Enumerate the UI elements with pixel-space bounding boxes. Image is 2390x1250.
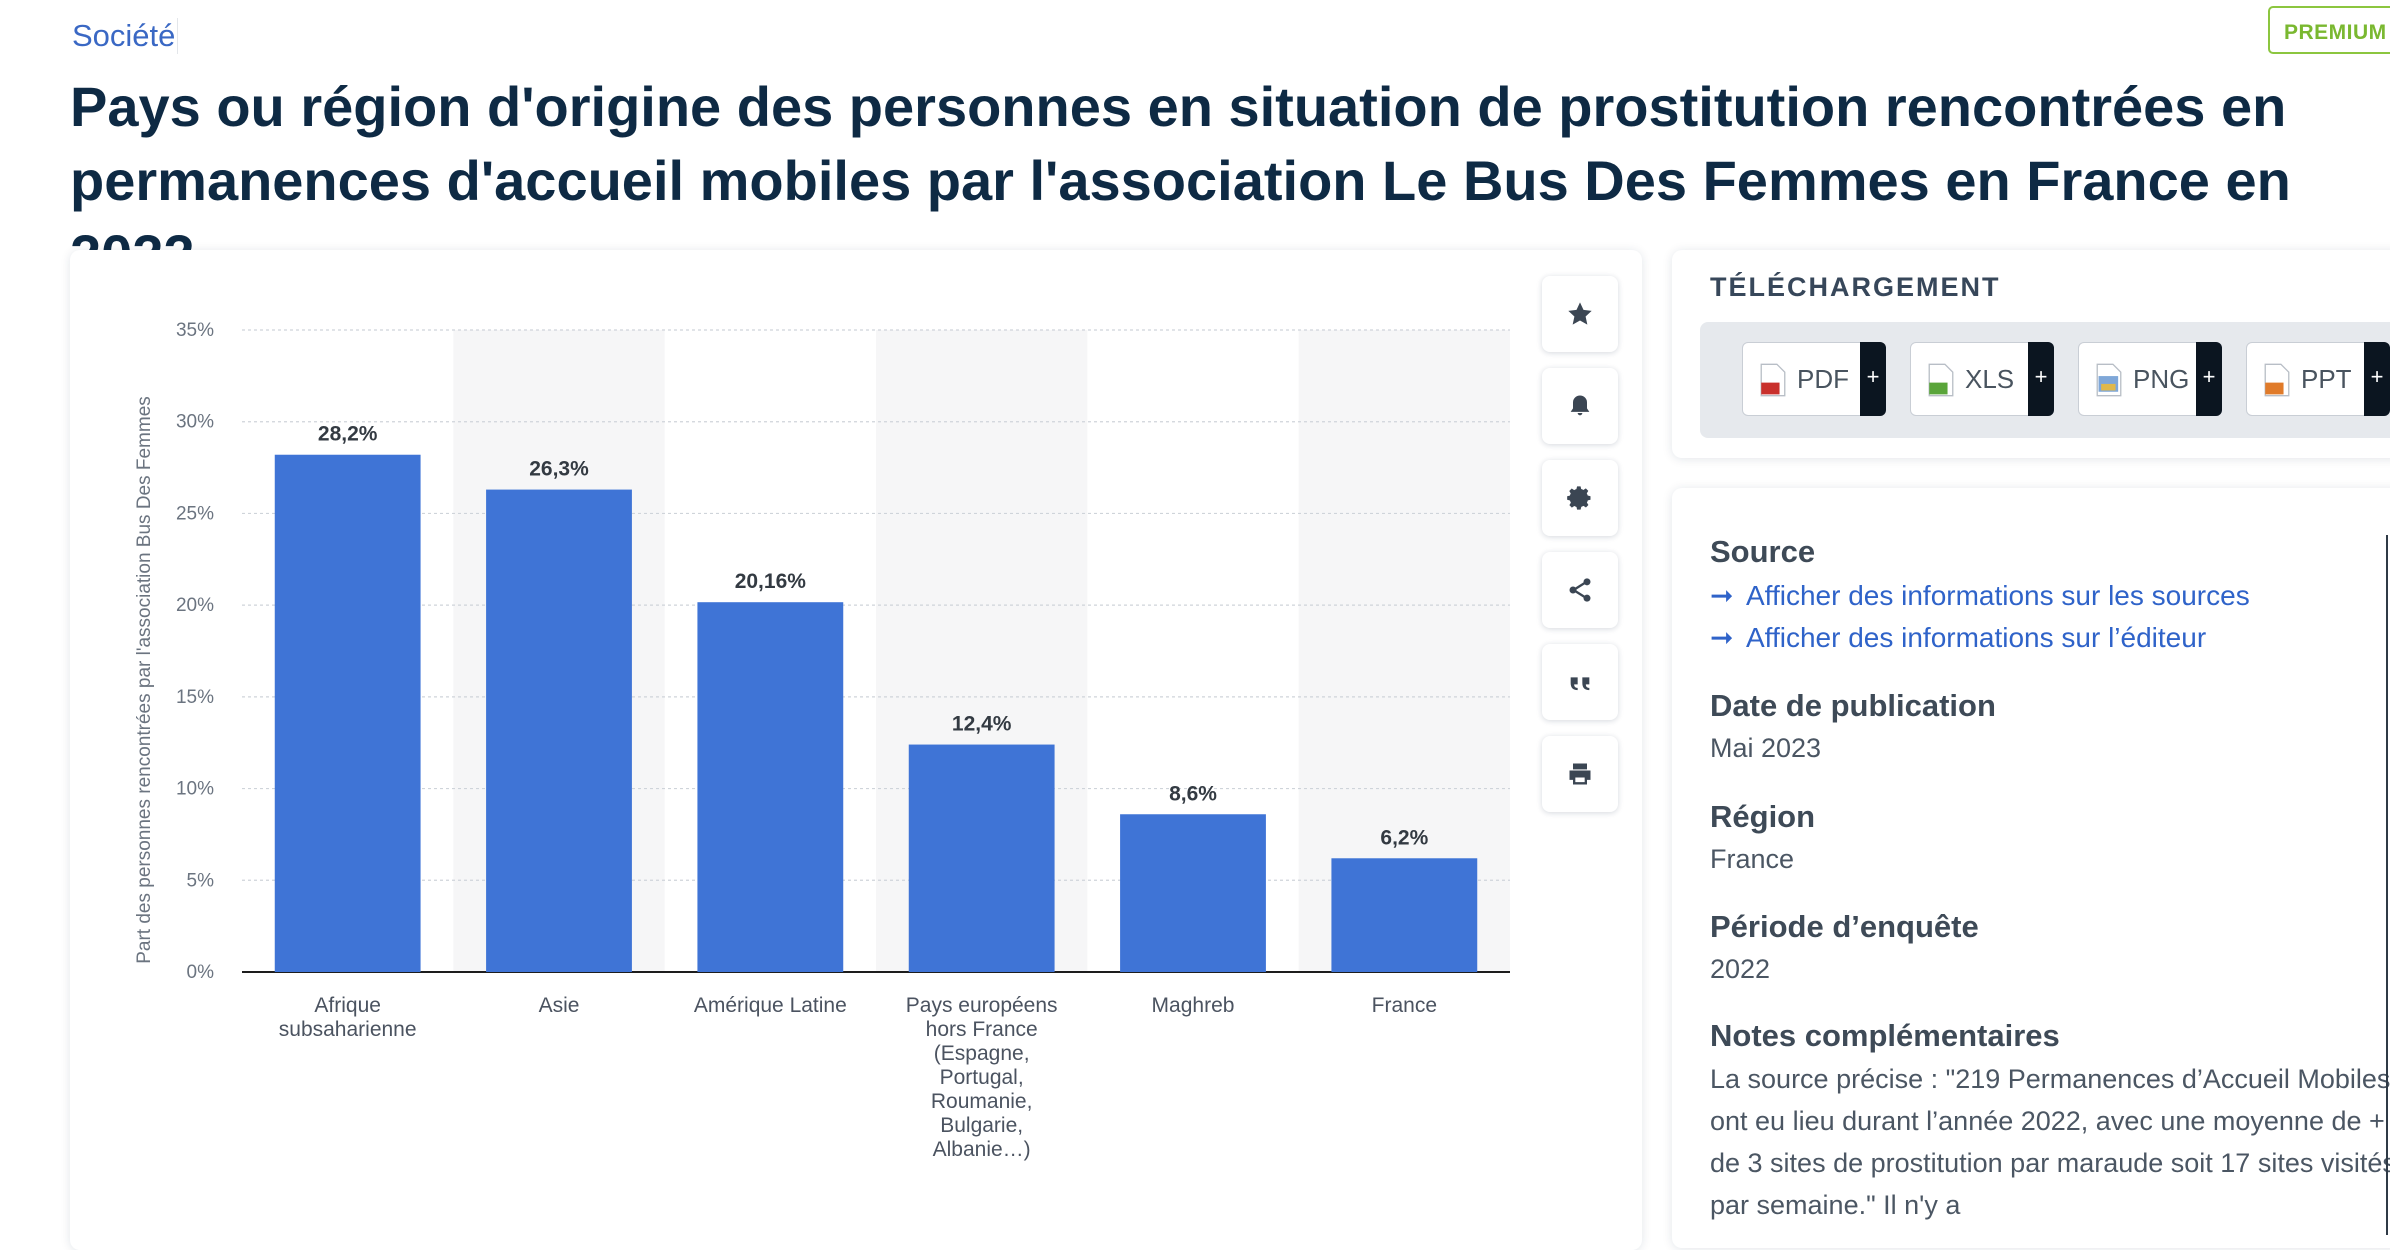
arrow-right-icon: ➞ (1710, 622, 1734, 653)
source-info-link-text: Afficher des informations sur les source… (1746, 580, 2250, 611)
bell-icon (1570, 395, 1590, 416)
x-tick-label: Maghreb (1152, 994, 1235, 1017)
y-tick-label: 5% (187, 870, 215, 891)
download-ppt-plus[interactable]: + (2364, 342, 2390, 416)
survey-period-heading: Période d’enquête (1710, 909, 1979, 944)
x-tick-label: Asie (539, 994, 580, 1017)
breadcrumb-category-link[interactable]: Société (70, 18, 179, 54)
y-tick-label: 20% (176, 595, 214, 616)
download-ppt-label: PPT (2301, 364, 2352, 394)
publisher-info-link-text: Afficher des informations sur l’éditeur (1746, 622, 2207, 653)
region-value: France (1710, 844, 1795, 874)
region-heading: Région (1710, 799, 1816, 834)
download-png-plus[interactable]: + (2196, 342, 2222, 416)
bar[interactable] (486, 489, 632, 972)
bar[interactable] (1120, 814, 1266, 972)
gear-icon (1567, 486, 1591, 510)
print-button[interactable] (1542, 736, 1618, 812)
png-file-icon (2096, 363, 2122, 397)
y-tick-label: 10% (176, 779, 214, 800)
chart-card: 0% 5% 10% 15% 20% 25% 30% 35% 28,2% 26,3% 20,16% 1… (70, 250, 1642, 1250)
y-tick-label: 35% (176, 320, 214, 341)
bar[interactable] (908, 744, 1055, 972)
quote-icon (1570, 677, 1590, 691)
download-buttons-container: PDF + XLS + PNG + PPT + (1700, 322, 2390, 438)
download-pdf-plus[interactable]: + (1860, 342, 1886, 416)
bar[interactable] (1331, 858, 1478, 972)
cite-button[interactable] (1542, 644, 1618, 720)
xls-file-icon (1928, 363, 1954, 397)
download-xls-label: XLS (1965, 364, 2015, 394)
share-button[interactable] (1542, 552, 1618, 628)
survey-period-value: 2022 (1710, 954, 1771, 984)
x-tick-label: Amérique Latine (694, 994, 847, 1017)
bar-chart: 0% 5% 10% 15% 20% 25% 30% 35% 28,2% 26,3% 20,16% 1… (134, 320, 1510, 1161)
bar[interactable] (697, 602, 844, 972)
download-xls-plus[interactable]: + (2028, 342, 2054, 416)
y-axis-label: Part des personnes rencontrées par l'ass… (134, 396, 155, 964)
scrollbar[interactable] (2386, 535, 2388, 1235)
publication-date-value: Mai 2023 (1710, 733, 1822, 763)
publisher-info-link[interactable]: ➞ Afficher des informations sur l’éditeur (1710, 621, 2206, 654)
pdf-file-icon (1760, 363, 1786, 397)
x-tick-label: Pays européens hors France (Espagne, Portug… (906, 994, 1058, 1161)
data-label: 6,2% (1380, 826, 1428, 849)
favorite-button[interactable] (1542, 276, 1618, 352)
printer-icon (1569, 763, 1591, 785)
source-info-link[interactable]: ➞ Afficher des informations sur les sourc… (1710, 579, 2250, 612)
y-tick-label: 25% (176, 503, 214, 524)
y-tick-label: 15% (176, 687, 214, 708)
download-ppt-button[interactable]: PPT + (2246, 342, 2390, 416)
data-label: 28,2% (318, 423, 378, 446)
download-xls-button[interactable]: XLS + (1910, 342, 2054, 416)
data-label: 8,6% (1169, 782, 1217, 805)
premium-badge: PREMIUM (2268, 6, 2390, 54)
star-icon (1568, 302, 1592, 325)
y-tick-label: 0% (187, 962, 215, 983)
ppt-file-icon (2264, 363, 2290, 397)
page-title: Pays ou région d'origine des personnes e… (70, 75, 2291, 286)
download-png-label: PNG (2133, 364, 2190, 394)
statistic-info-panel: Source ➞ Afficher des informations sur le… (1672, 488, 2390, 1248)
download-title: TÉLÉCHARGEMENT (1710, 272, 2001, 302)
data-label: 26,3% (529, 458, 589, 481)
download-png-button[interactable]: PNG + (2078, 342, 2222, 416)
share-icon (1569, 578, 1591, 602)
source-heading: Source (1710, 534, 1816, 569)
data-label: 20,16% (735, 570, 807, 593)
data-label: 12,4% (952, 713, 1012, 736)
x-tick-label: Afrique subsaharienne (279, 994, 417, 1041)
download-pdf-button[interactable]: PDF + (1742, 342, 1886, 416)
x-tick-label: France (1372, 994, 1437, 1017)
settings-button[interactable] (1542, 460, 1618, 536)
publication-date-heading: Date de publication (1710, 688, 1996, 723)
notification-button[interactable] (1542, 368, 1618, 444)
notes-text: La source précise : "219 Permanences d’A… (1710, 1064, 2390, 1220)
bar[interactable] (274, 454, 421, 972)
y-tick-label: 30% (176, 412, 214, 433)
arrow-right-icon: ➞ (1710, 580, 1734, 611)
notes-heading: Notes complémentaires (1710, 1018, 2060, 1053)
download-panel: TÉLÉCHARGEMENT PDF + XLS + PNG + PPT + (1672, 250, 2390, 458)
download-pdf-label: PDF (1797, 364, 1849, 394)
